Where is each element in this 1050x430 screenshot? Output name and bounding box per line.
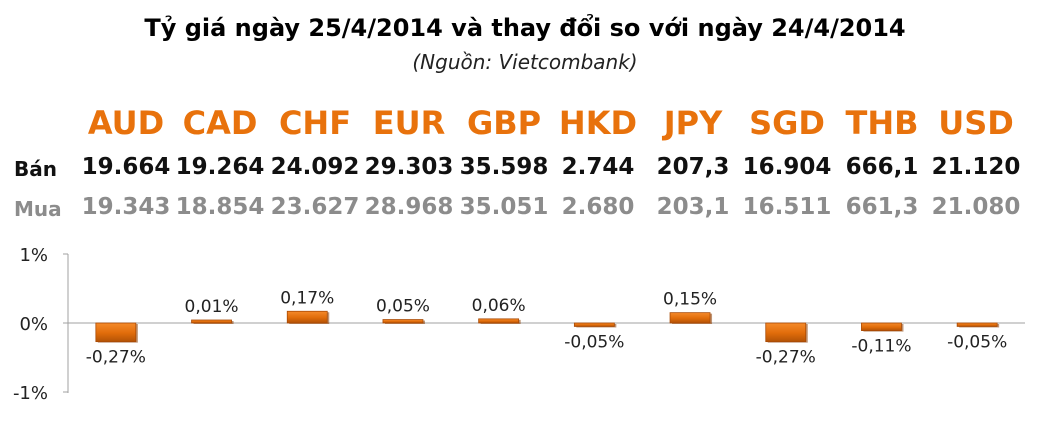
buy-rate: 18.854	[175, 194, 265, 220]
sell-rate: 2.744	[561, 154, 635, 180]
buy-rate: 16.511	[742, 194, 832, 220]
currency-code: CHF	[278, 104, 352, 142]
buy-rate: 19.343	[81, 194, 171, 220]
buy-label: Mua	[14, 197, 62, 221]
chart-title: Tỷ giá ngày 25/4/2014 và thay đổi so với…	[144, 14, 906, 42]
sell-rate: 16.904	[742, 154, 832, 180]
buy-rate: 2.680	[561, 194, 635, 220]
currency-code: GBP	[466, 104, 542, 142]
currency-code: THB	[845, 104, 919, 142]
data-label: 0,17%	[280, 288, 334, 308]
data-label: -0,27%	[756, 348, 816, 368]
bar-thb	[861, 322, 902, 331]
sell-rate-row: Bán 19.664 19.264 24.092 29.303 35.598 2…	[0, 150, 1050, 190]
data-label: -0,05%	[564, 332, 624, 352]
sell-rate: 35.598	[459, 154, 549, 180]
buy-rate: 203,1	[656, 194, 730, 220]
y-tick-label: 1%	[19, 245, 48, 266]
bar-eur	[382, 319, 424, 324]
buy-rate-row: Mua 19.343 18.854 23.627 28.968 35.051 2…	[0, 190, 1050, 230]
sell-rate: 21.120	[931, 154, 1021, 180]
buy-rate: 21.080	[931, 194, 1021, 220]
bar-aud	[95, 322, 137, 343]
sell-rate: 19.664	[81, 154, 171, 180]
currency-header-row: AUD CAD CHF EUR GBP HKD JPY SGD THB USD	[0, 104, 1050, 144]
currency-code: EUR	[372, 104, 446, 142]
currency-code: CAD	[182, 104, 258, 142]
currency-code: SGD	[749, 104, 825, 142]
sell-rate: 207,3	[656, 154, 730, 180]
bar-gbp	[478, 318, 520, 324]
bar-hkd	[573, 322, 615, 327]
sell-rate: 24.092	[270, 154, 360, 180]
sell-label: Bán	[14, 157, 57, 181]
bar-usd	[956, 322, 998, 327]
currency-code: JPY	[663, 104, 723, 142]
data-label: 0,01%	[185, 297, 239, 317]
sell-rate: 666,1	[845, 154, 919, 180]
data-label: -0,11%	[851, 337, 911, 357]
buy-rate: 661,3	[845, 194, 919, 220]
currency-code: AUD	[87, 104, 165, 142]
data-label: 0,15%	[663, 290, 717, 310]
bar-chf	[286, 310, 328, 324]
buy-rate: 23.627	[270, 194, 360, 220]
change-bar-chart: 1% 0% -1% -0,27% 0,01% 0,17% 0,05% 0,06% -0,05%…	[13, 245, 1025, 404]
data-label: 0,06%	[472, 296, 526, 316]
chart-subtitle: (Nguồn: Vietcombank)	[412, 50, 638, 74]
currency-code: USD	[938, 104, 1014, 142]
sell-rate: 29.303	[364, 154, 454, 180]
bar-cad	[191, 319, 232, 324]
data-label: -0,05%	[947, 332, 1007, 352]
currency-code: HKD	[558, 104, 638, 142]
bar-jpy	[669, 312, 711, 324]
data-label: 0,05%	[376, 297, 430, 317]
buy-rate: 35.051	[459, 194, 549, 220]
data-label: -0,27%	[86, 348, 146, 368]
buy-rate: 28.968	[364, 194, 454, 220]
sell-rate: 19.264	[175, 154, 265, 180]
y-tick-label: -1%	[13, 383, 48, 404]
bar-sgd	[765, 322, 807, 343]
y-tick-label: 0%	[19, 314, 48, 335]
